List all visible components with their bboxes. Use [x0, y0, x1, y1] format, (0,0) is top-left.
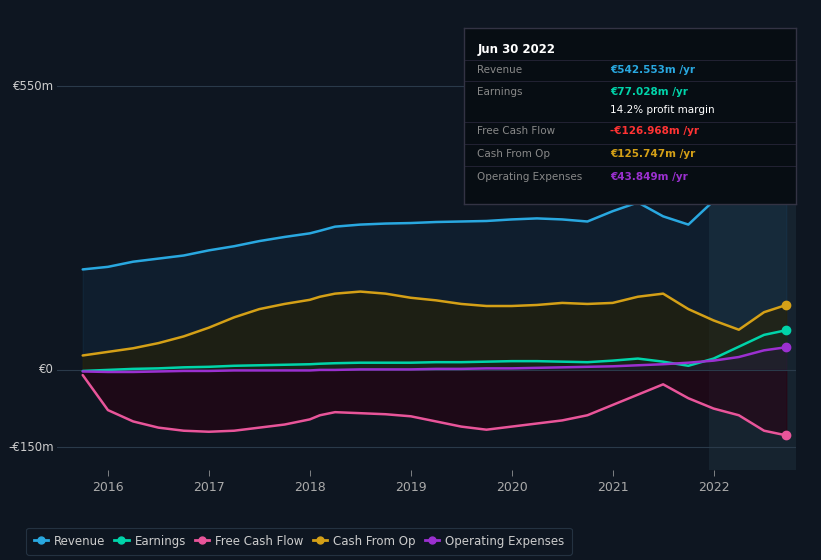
- Text: €0: €0: [39, 363, 54, 376]
- Text: -€150m: -€150m: [8, 441, 54, 454]
- Text: Revenue: Revenue: [477, 66, 522, 76]
- Text: €542.553m /yr: €542.553m /yr: [610, 66, 695, 76]
- Text: Jun 30 2022: Jun 30 2022: [477, 43, 555, 55]
- Text: €550m: €550m: [12, 80, 54, 93]
- Text: 14.2% profit margin: 14.2% profit margin: [610, 105, 715, 115]
- Text: €125.747m /yr: €125.747m /yr: [610, 149, 695, 159]
- Text: €43.849m /yr: €43.849m /yr: [610, 172, 688, 182]
- Bar: [709, 50, 796, 470]
- Text: Earnings: Earnings: [477, 87, 523, 97]
- Text: €77.028m /yr: €77.028m /yr: [610, 87, 688, 97]
- Text: -€126.968m /yr: -€126.968m /yr: [610, 126, 699, 136]
- Text: Free Cash Flow: Free Cash Flow: [477, 126, 555, 136]
- Legend: Revenue, Earnings, Free Cash Flow, Cash From Op, Operating Expenses: Revenue, Earnings, Free Cash Flow, Cash …: [26, 528, 571, 555]
- Text: Operating Expenses: Operating Expenses: [477, 172, 582, 182]
- Text: Cash From Op: Cash From Op: [477, 149, 550, 159]
